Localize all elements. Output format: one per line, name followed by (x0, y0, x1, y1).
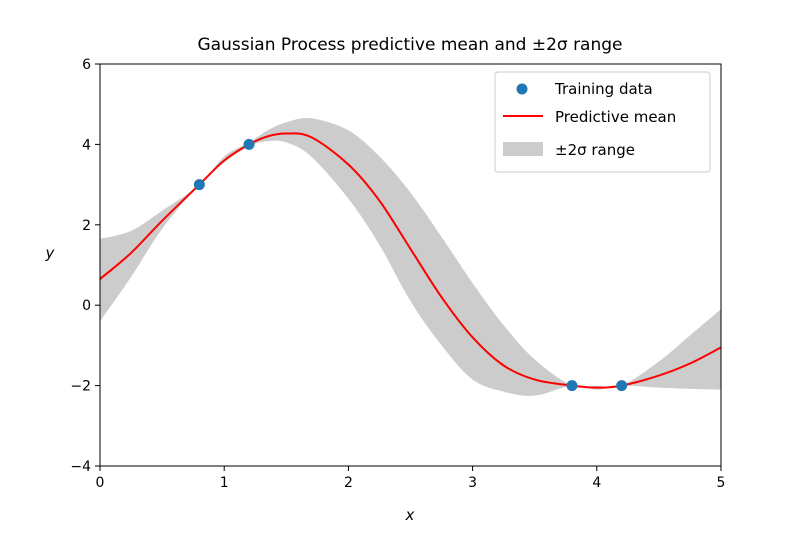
legend-training-marker (516, 83, 528, 95)
training-data-point (193, 179, 205, 191)
legend-band-swatch (503, 142, 543, 156)
plot-frame (99, 63, 722, 467)
x-tick-label: 0 (96, 475, 105, 491)
y-tick-label: 6 (82, 57, 91, 73)
training-data-point (243, 138, 255, 150)
x-tick-label: 2 (344, 475, 353, 491)
legend-training-label: Training data (554, 80, 653, 98)
y-tick-label: 4 (82, 137, 91, 153)
legend: Training data Predictive mean ±2σ range (494, 71, 711, 173)
axes: 0 1 2 3 4 5 −4 −2 0 2 4 6 (70, 57, 725, 491)
y-tick-label: 2 (82, 218, 91, 234)
chart-title: Gaussian Process predictive mean and ±2σ… (198, 35, 623, 55)
y-tick-label: −2 (70, 379, 91, 395)
predictive-mean-line (99, 132, 722, 389)
uncertainty-band (100, 117, 721, 396)
training-data-point (616, 380, 628, 392)
x-tick-label: 1 (220, 475, 229, 491)
legend-mean-label: Predictive mean (555, 108, 676, 126)
y-tick-label: −4 (70, 459, 91, 475)
legend-box (494, 71, 711, 173)
training-data-point (566, 380, 578, 392)
y-tick-label: 0 (82, 298, 91, 314)
x-tick-label: 5 (717, 475, 726, 491)
x-tick-label: 3 (468, 475, 477, 491)
legend-band-label: ±2σ range (555, 141, 635, 159)
y-axis-label: y (45, 244, 56, 262)
plot-area (99, 117, 722, 396)
x-axis-label: x (405, 506, 415, 524)
x-tick-label: 4 (592, 475, 601, 491)
